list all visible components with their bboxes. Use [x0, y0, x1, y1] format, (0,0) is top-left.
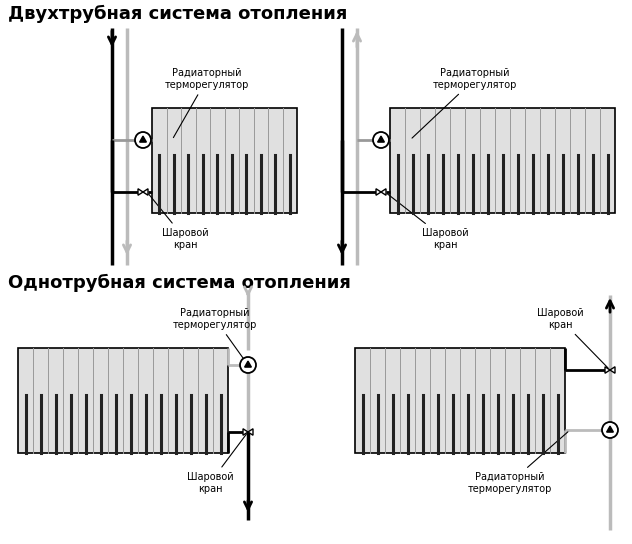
Circle shape — [135, 132, 151, 148]
Text: Радиаторный
терморегулятор: Радиаторный терморегулятор — [173, 308, 257, 363]
Polygon shape — [378, 136, 384, 142]
Text: Шаровой
кран: Шаровой кран — [186, 434, 246, 493]
Polygon shape — [138, 189, 143, 195]
Polygon shape — [143, 189, 148, 195]
Text: Шаровой
кран: Шаровой кран — [537, 308, 608, 368]
Circle shape — [602, 422, 618, 438]
Bar — [18, 348, 228, 453]
Circle shape — [373, 132, 389, 148]
Polygon shape — [381, 189, 386, 195]
Polygon shape — [607, 426, 614, 432]
Text: Радиаторный
терморегулятор: Радиаторный терморегулятор — [412, 68, 517, 138]
Bar — [390, 108, 615, 213]
Polygon shape — [140, 136, 147, 142]
Polygon shape — [243, 429, 248, 435]
Polygon shape — [610, 367, 615, 373]
Polygon shape — [245, 361, 252, 367]
Text: Двухтрубная система отопления: Двухтрубная система отопления — [8, 5, 348, 23]
Text: Шаровой
кран: Шаровой кран — [149, 194, 209, 250]
Text: Радиаторный
терморегулятор: Радиаторный терморегулятор — [468, 432, 568, 493]
Text: Радиаторный
терморегулятор: Радиаторный терморегулятор — [165, 68, 249, 138]
Bar — [152, 108, 297, 213]
Text: Однотрубная система отопления: Однотрубная система отопления — [8, 274, 351, 292]
Polygon shape — [605, 367, 610, 373]
Text: Шаровой
кран: Шаровой кран — [387, 194, 468, 250]
Bar — [355, 348, 565, 453]
Polygon shape — [248, 429, 253, 435]
Circle shape — [240, 357, 256, 373]
Polygon shape — [376, 189, 381, 195]
